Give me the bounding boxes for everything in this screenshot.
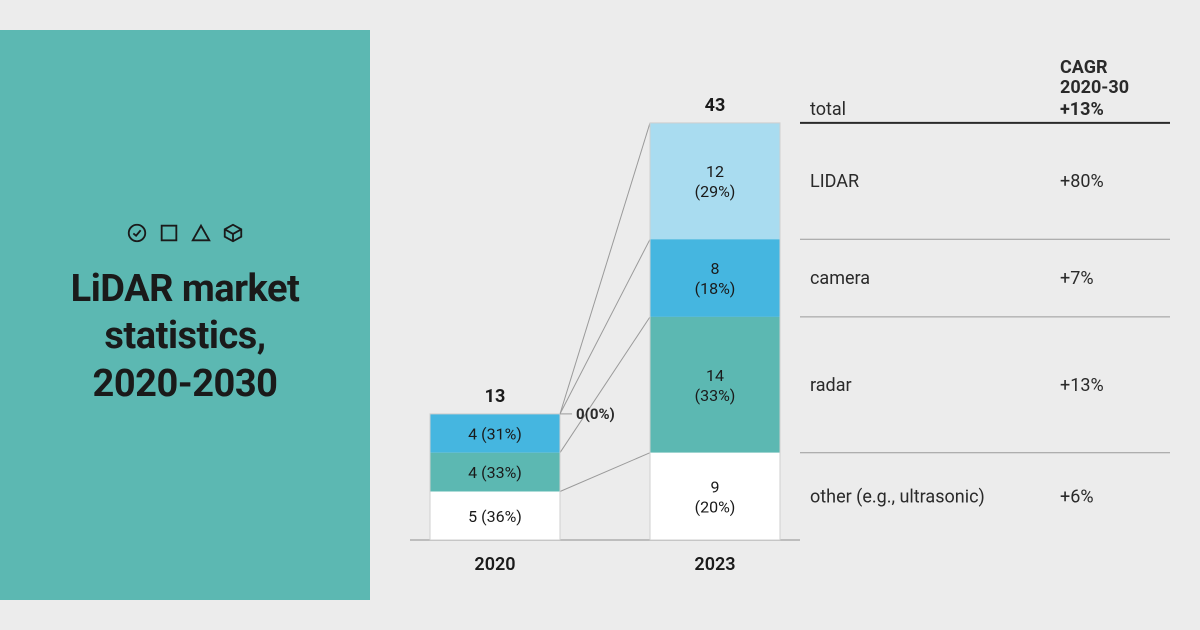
cagr-lidar: +80% xyxy=(1060,171,1104,192)
cagr-radar: +13% xyxy=(1060,375,1104,396)
square-icon xyxy=(158,222,180,248)
year-2020: 2020 xyxy=(474,554,515,575)
bar-total-2023: 43 xyxy=(705,95,726,116)
seg-label: (29%) xyxy=(695,182,736,201)
year-2023: 2023 xyxy=(694,554,735,575)
connector xyxy=(560,239,650,414)
check-circle-icon xyxy=(126,222,148,248)
seg-label: 14 xyxy=(706,366,724,385)
seg-label: (20%) xyxy=(695,497,736,516)
connector xyxy=(560,317,650,453)
header-cagr-2: 2020-30 xyxy=(1060,77,1129,98)
connector xyxy=(560,123,650,414)
header-total: total xyxy=(810,99,846,120)
cagr-camera: +7% xyxy=(1060,268,1094,289)
seg-label: 4 (33%) xyxy=(468,463,522,482)
triangle-icon xyxy=(190,222,212,248)
stage: LiDAR market statistics, 2020-2030 4 (31… xyxy=(0,0,1200,630)
cagr-other: +6% xyxy=(1060,486,1094,507)
seg-label: (33%) xyxy=(695,386,736,405)
header-cagr-1: CAGR xyxy=(1060,57,1108,78)
page-title: LiDAR market statistics, 2020-2030 xyxy=(71,266,300,409)
category-lidar: LIDAR xyxy=(810,171,859,192)
total-cagr: +13% xyxy=(1060,99,1104,120)
title-line-1: LiDAR market xyxy=(71,266,300,314)
chart-svg: 4 (31%) 4 (33%) 5 (36%) 12(29%) 8(18%) 14(33%… xyxy=(380,30,1200,600)
category-radar: radar xyxy=(810,375,852,396)
title-line-2: statistics, xyxy=(71,313,300,361)
category-camera: camera xyxy=(810,268,870,289)
seg-label: 4 (31%) xyxy=(468,424,522,443)
left-panel: LiDAR market statistics, 2020-2030 xyxy=(0,30,370,600)
icon-row xyxy=(126,222,244,248)
seg-label: 8 xyxy=(711,259,720,278)
chart-area: 4 (31%) 4 (33%) 5 (36%) 12(29%) 8(18%) 14(33%… xyxy=(380,30,1200,600)
seg-label: (18%) xyxy=(695,279,736,298)
connector xyxy=(560,453,650,492)
seg-label: 12 xyxy=(706,162,724,181)
category-other: other (e.g., ultrasonic) xyxy=(810,486,985,507)
seg-label: 9 xyxy=(711,477,720,496)
title-line-3: 2020-2030 xyxy=(71,361,300,409)
zero-label: 0(0%) xyxy=(576,405,615,423)
bar-total-2020: 13 xyxy=(485,386,506,407)
seg-label: 5 (36%) xyxy=(468,507,522,526)
cube-icon xyxy=(222,222,244,248)
